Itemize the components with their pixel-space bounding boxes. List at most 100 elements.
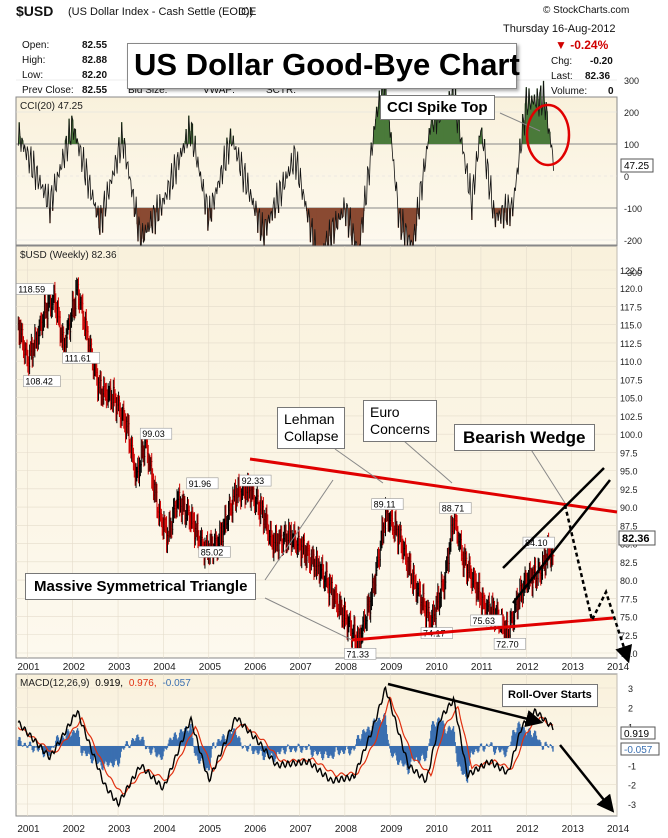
macd-arrow-1: [387, 682, 544, 728]
macd-last-box: [620, 726, 656, 740]
cci-ticks: 300 200 100 0 -100 -200 -300: [624, 76, 642, 278]
cci-line: [17, 79, 554, 272]
price-label-box: [522, 536, 555, 549]
price-tick-label: 70.0: [620, 649, 638, 659]
price-tick-label: 90.0: [620, 503, 638, 513]
cci-label: CCI(20) 47.25: [20, 101, 83, 112]
stat-volume-label: Volume:: [551, 86, 588, 97]
price-series: [17, 277, 555, 659]
stat-low-value: 82.20: [82, 70, 108, 81]
stat-high-label: High:: [22, 55, 46, 66]
euro-pointer: [403, 440, 453, 484]
price-tick-label: 107.5: [620, 375, 643, 385]
price-label-text: 85.02: [201, 547, 224, 557]
price-label-text: 71.33: [346, 649, 369, 659]
price-tick-label: 77.5: [620, 594, 638, 604]
price-tick-label: 95.0: [620, 467, 638, 477]
macd-signal-line: [17, 696, 554, 795]
price-tick-label: 117.5: [620, 302, 642, 312]
x-tick-label: 2008: [335, 824, 358, 835]
exchange-label: ICE: [238, 6, 257, 18]
macd-label: MACD(12,26,9) 0.919, 0.976, -0.057: [20, 678, 191, 689]
x-tick-label: 2008: [335, 662, 358, 673]
x-tick-label: 2004: [153, 824, 176, 835]
x-tick-label: 2011: [471, 662, 493, 673]
x-tick-label: 2001: [17, 662, 40, 673]
triangle-pointer-b: [264, 597, 353, 641]
triangle-upper-line: [249, 457, 618, 514]
x-tick-label: 2012: [516, 824, 539, 835]
x-tick-label: 2002: [63, 824, 86, 835]
price-label-box: [23, 375, 61, 388]
price-label: $USD (Weekly) 82.36: [20, 250, 117, 261]
price-tick-label: 122.5: [620, 266, 643, 276]
cci-tick-label: 200: [624, 108, 639, 118]
price-tick-label: 92.5: [620, 485, 638, 495]
price-tick-label: 110.0: [620, 357, 642, 367]
stat-chg-value: -0.20: [590, 56, 613, 67]
cci-last-value: 47.25: [624, 161, 649, 172]
x-tick-label: 2004: [153, 662, 176, 673]
price-tick-label: 82.5: [620, 558, 638, 568]
x-tick-label: 2009: [380, 824, 403, 835]
x-axis-mid: 2001 2002 2003 2004 2005 2006 2007 2008 2009 2010…: [17, 662, 629, 673]
x-tick-label: 2003: [108, 824, 131, 835]
stat-prevclose-value: 82.55: [82, 85, 108, 96]
title-box: US Dollar Good-Bye Chart: [127, 43, 520, 89]
lehman-pointer: [334, 448, 384, 484]
macd-tick-label: 3: [628, 684, 633, 694]
stat-last-value: 82.36: [585, 71, 611, 82]
stat-low-label: Low:: [22, 70, 44, 81]
price-label-box: [62, 352, 100, 364]
macd-label-name: MACD(12,26,9): [20, 678, 89, 689]
date-label: Thursday 16-Aug-2012: [503, 23, 616, 35]
x-tick-label: 2005: [199, 662, 222, 673]
lehman-line-1: Lehman: [284, 411, 335, 427]
cci-spike-callout: CCI Spike Top: [380, 95, 495, 120]
x-tick-label: 2003: [108, 662, 131, 673]
stat-volume-value: 0: [608, 86, 614, 97]
macd-tick-label: -3: [628, 800, 636, 810]
price-tick-label: 100.0: [620, 430, 643, 440]
price-tick-label: 120.0: [620, 284, 643, 294]
macd-line: [17, 685, 554, 808]
price-label-box: [344, 647, 377, 660]
stat-sctr-label: SCTR:: [266, 85, 296, 96]
macd-last-value: 0.919: [624, 729, 649, 740]
rollover-callout: Roll-Over Starts: [502, 684, 598, 707]
price-label-text: 99.03: [142, 429, 165, 439]
price-label-box: [198, 546, 231, 558]
x-tick-label: 2010: [426, 662, 449, 673]
macd-label-signal: 0.976,: [129, 678, 157, 689]
change-pct-value: -0.24%: [570, 38, 609, 52]
cci-spike-circle: [525, 103, 571, 167]
triangle-lower-line: [351, 616, 614, 642]
price-tick-label: 97.5: [620, 448, 638, 458]
wedge-line-upper: [502, 467, 605, 569]
price-label-box: [186, 477, 219, 490]
macd-grid: [16, 674, 618, 816]
price-label-text: 108.42: [25, 377, 53, 387]
price-tick-label: 102.5: [620, 412, 643, 422]
x-tick-label: 2001: [17, 824, 40, 835]
cci-series: [17, 79, 554, 272]
x-tick-label: 2005: [199, 824, 222, 835]
cci-tick-label: 100: [624, 140, 639, 150]
stat-open-label: Open:: [22, 40, 50, 51]
price-last-box: [618, 530, 656, 546]
price-label-text: 84.10: [525, 538, 548, 548]
cci-tick-label: 300: [624, 76, 639, 86]
macd-hist-box: [620, 742, 660, 756]
price-label-text: 75.63: [473, 616, 496, 626]
lehman-callout: Lehman Collapse: [277, 407, 346, 449]
lehman-line-2: Collapse: [284, 428, 339, 444]
price-label-text: 111.61: [65, 353, 91, 363]
x-tick-label: 2006: [244, 662, 267, 673]
triangle-callout: Massive Symmetrical Triangle: [25, 573, 257, 600]
change-pct: ▼ -0.24%: [555, 38, 609, 52]
stat-vwap-label: VWAP:: [203, 85, 235, 96]
price-label-text: 118.59: [18, 285, 45, 295]
price-tick-label: 72.5: [620, 631, 638, 641]
stat-last-label: Last:: [551, 71, 573, 82]
